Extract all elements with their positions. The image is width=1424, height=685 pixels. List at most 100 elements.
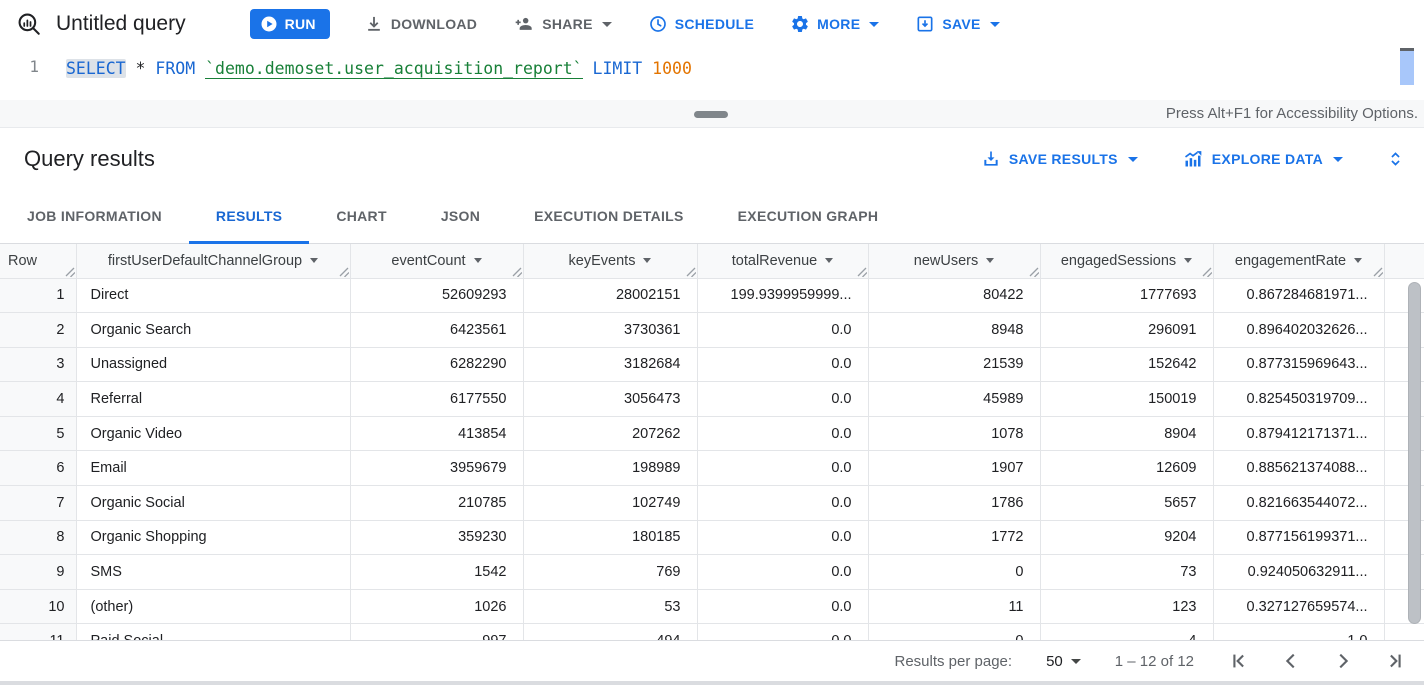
sql-token-keyword: SELECT: [66, 59, 126, 78]
cell-engagementRate: 0.821663544072...: [1213, 485, 1385, 521]
cell-eventCount: 997: [350, 623, 524, 640]
cell-engagedSessions: 296091: [1040, 312, 1214, 348]
download-button[interactable]: DOWNLOAD: [364, 14, 477, 34]
cell-firstUserDefaultChannelGroup: Unassigned: [76, 347, 351, 383]
row-number-cell: 1: [0, 278, 77, 314]
next-page-button[interactable]: [1332, 650, 1354, 672]
column-menu-caret-icon[interactable]: [825, 258, 834, 264]
editor-scrollbar-thumb[interactable]: [1400, 51, 1414, 85]
cell-keyEvents: 102749: [523, 485, 698, 521]
last-page-button[interactable]: [1384, 650, 1406, 672]
cell-engagementRate: 0.825450319709...: [1213, 381, 1385, 417]
cell-engagementRate: 0.327127659574...: [1213, 589, 1385, 625]
editor-toolbar: Untitled query RUN DOWNLOAD SHARE SCHEDU…: [0, 0, 1424, 48]
sql-editor[interactable]: 1 SELECT * FROM `demo.demoset.user_acqui…: [0, 48, 1424, 100]
splitter-drag-handle[interactable]: [694, 111, 728, 118]
cell-eventCount: 1026: [350, 589, 524, 625]
schedule-button[interactable]: SCHEDULE: [648, 14, 754, 34]
cell-newUsers: 0: [868, 623, 1041, 640]
column-header-engagementRate[interactable]: engagementRate: [1213, 244, 1385, 279]
cell-keyEvents: 198989: [523, 450, 698, 487]
cell-newUsers: 80422: [868, 278, 1041, 314]
column-header-keyEvents[interactable]: keyEvents: [523, 244, 698, 279]
tab-chart[interactable]: CHART: [336, 207, 387, 224]
run-button[interactable]: RUN: [249, 9, 330, 39]
page-size-select[interactable]: 50: [1046, 653, 1081, 670]
row-number-cell: 8: [0, 520, 77, 556]
results-table: Row firstUserDefaultChannelGroup eventCoun…: [0, 244, 1424, 640]
column-menu-caret-icon[interactable]: [1184, 258, 1193, 264]
cell-newUsers: 11: [868, 589, 1041, 625]
cell-engagementRate: 0.877315969643...: [1213, 347, 1385, 383]
save-results-button[interactable]: SAVE RESULTS: [981, 149, 1138, 169]
tab-execution-graph[interactable]: EXECUTION GRAPH: [737, 207, 879, 224]
column-label: Row: [8, 252, 38, 269]
cell-eventCount: 3959679: [350, 450, 524, 487]
explore-data-button[interactable]: EXPLORE DATA: [1182, 149, 1343, 169]
column-menu-caret-icon[interactable]: [473, 258, 482, 264]
first-page-button[interactable]: [1228, 650, 1250, 672]
chevron-right-icon: [1339, 653, 1349, 669]
download-label: DOWNLOAD: [390, 16, 478, 32]
chart-icon: [1182, 149, 1204, 169]
save-button[interactable]: SAVE: [915, 14, 1000, 34]
sql-token-plain: [145, 59, 155, 78]
cell-firstUserDefaultChannelGroup: Organic Social: [76, 485, 351, 521]
cell-newUsers: 1786: [868, 485, 1041, 521]
share-button[interactable]: SHARE: [513, 14, 612, 34]
more-button[interactable]: MORE: [790, 14, 880, 34]
chevron-down-icon: [1127, 156, 1138, 162]
cell-engagementRate: 0.877156199371...: [1213, 520, 1385, 556]
cell-newUsers: 1078: [868, 416, 1041, 452]
cell-keyEvents: 207262: [523, 416, 698, 452]
clock-icon: [648, 14, 668, 34]
tab-json[interactable]: JSON: [440, 207, 481, 224]
cell-engagementRate: 0.885621374088...: [1213, 450, 1385, 487]
sql-token-plain: [583, 59, 593, 78]
chevron-down-icon: [601, 21, 612, 27]
column-header-Row[interactable]: Row: [0, 244, 77, 279]
row-number-cell: 9: [0, 554, 77, 590]
previous-page-button[interactable]: [1280, 650, 1302, 672]
row-number-cell: 6: [0, 450, 77, 487]
save-results-icon: [981, 149, 1001, 169]
column-header-firstUserDefaultChannelGroup[interactable]: firstUserDefaultChannelGroup: [76, 244, 351, 279]
column-menu-caret-icon[interactable]: [1354, 258, 1363, 264]
column-header-totalRevenue[interactable]: totalRevenue: [697, 244, 869, 279]
cell-totalRevenue: 0.0: [697, 450, 869, 487]
collapse-results-button[interactable]: [1387, 147, 1404, 171]
last-page-icon: [1390, 654, 1401, 668]
column-header-engagedSessions[interactable]: engagedSessions: [1040, 244, 1214, 279]
cell-engagementRate: 0.879412171371...: [1213, 416, 1385, 452]
column-menu-caret-icon[interactable]: [310, 258, 319, 264]
tab-results[interactable]: RESULTS: [188, 190, 310, 244]
table-row: 3 Unassigned 6282290 3182684 0.0 21539 152642 0…: [0, 347, 1424, 383]
column-header-eventCount[interactable]: eventCount: [350, 244, 524, 279]
column-label: engagedSessions: [1060, 252, 1177, 269]
column-menu-caret-icon[interactable]: [643, 258, 652, 264]
table-scrollbar-thumb[interactable]: [1408, 282, 1421, 624]
sql-token-table: `demo.demoset.user_acquisition_report`: [205, 59, 583, 79]
cell-engagedSessions: 1777693: [1040, 278, 1214, 314]
cell-eventCount: 1542: [350, 554, 524, 590]
table-row: 10 (other) 1026 53 0.0 11 123 0.327127659574...: [0, 589, 1424, 625]
tab-execution-details[interactable]: EXECUTION DETAILS: [534, 207, 684, 224]
chevron-down-icon: [1070, 658, 1081, 664]
cell-totalRevenue: 0.0: [697, 381, 869, 417]
unfold-more-icon: [1387, 147, 1404, 171]
cell-newUsers: 45989: [868, 381, 1041, 417]
cell-totalRevenue: 0.0: [697, 520, 869, 556]
cell-engagedSessions: 5657: [1040, 485, 1214, 521]
cell-keyEvents: 3056473: [523, 381, 698, 417]
sql-token-number: 1000: [652, 59, 692, 78]
column-header-newUsers[interactable]: newUsers: [868, 244, 1041, 279]
cell-engagedSessions: 9204: [1040, 520, 1214, 556]
cell-keyEvents: 53: [523, 589, 698, 625]
cell-totalRevenue: 0.0: [697, 416, 869, 452]
column-menu-caret-icon[interactable]: [986, 258, 995, 264]
tab-job-information[interactable]: JOB INFORMATION: [27, 207, 162, 224]
sql-token-keyword: LIMIT: [592, 59, 643, 78]
sql-code-line[interactable]: SELECT * FROM `demo.demoset.user_acquisi…: [66, 57, 692, 81]
cell-firstUserDefaultChannelGroup: (other): [76, 589, 351, 625]
row-number-cell: 3: [0, 347, 77, 383]
